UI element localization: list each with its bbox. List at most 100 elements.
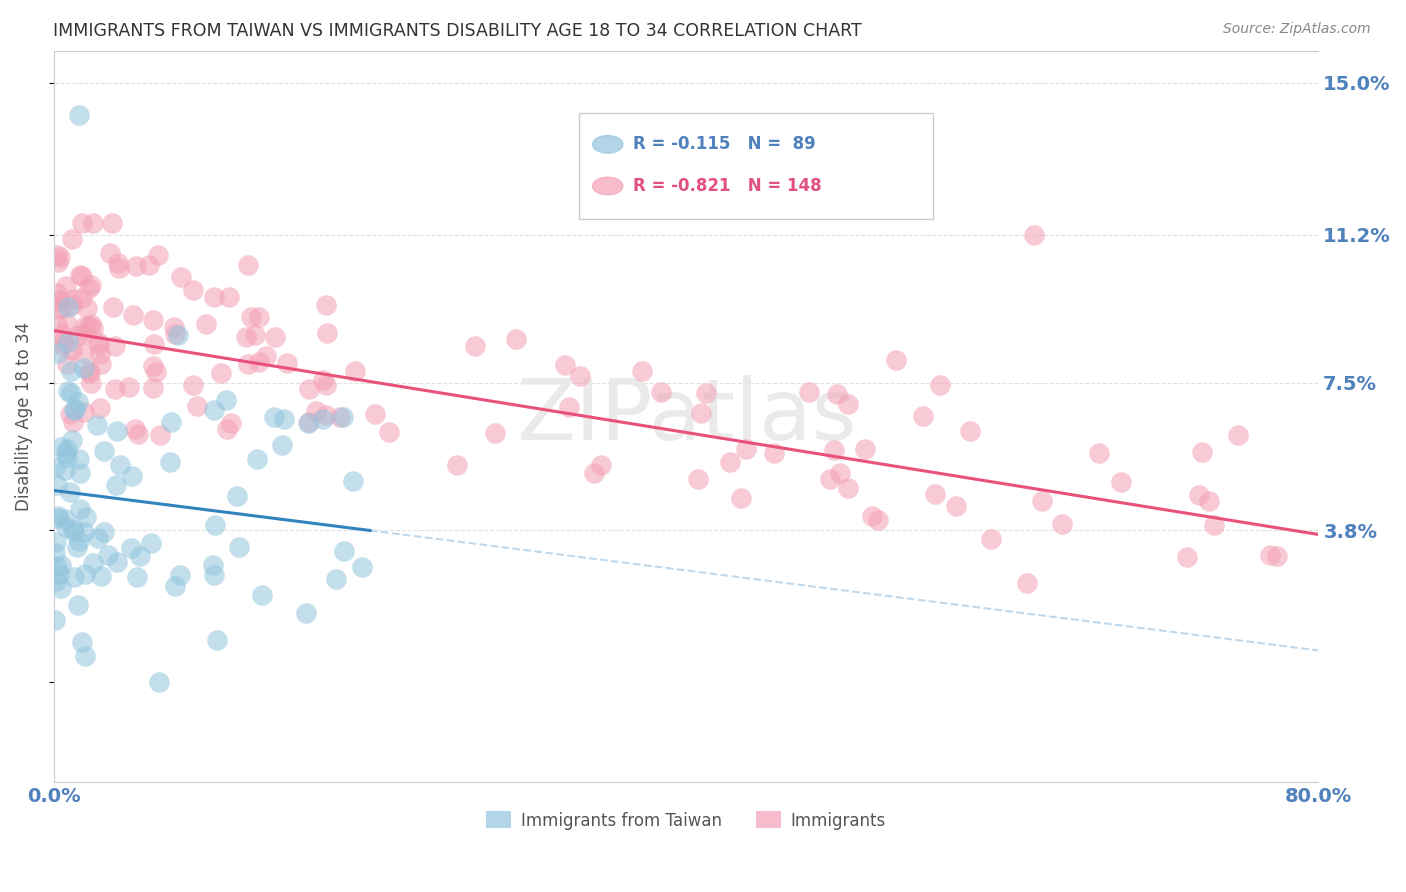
Point [60,434,83,448]
Point [60,232,83,246]
Point [59,485,82,500]
Point [59,407,82,421]
Point [70,269,93,284]
Point [162,319,184,334]
Point [205,632,228,647]
Point [825,387,848,401]
Text: Source: ZipAtlas.com: Source: ZipAtlas.com [1223,22,1371,37]
Point [484,426,506,441]
Point [215,422,238,436]
Circle shape [592,178,623,194]
Point [55,442,77,456]
Point [1191,445,1213,459]
Point [48,567,70,582]
Point [60,386,83,401]
Point [51,338,73,352]
Point [1109,475,1132,489]
Point [93,525,115,540]
Point [70,291,93,305]
Point [148,428,170,442]
Point [1187,488,1209,502]
Point [55,445,77,459]
Point [163,579,186,593]
Point [378,425,401,439]
Point [219,416,242,430]
Point [146,248,169,262]
Point [46,248,69,262]
Point [80,376,103,391]
Point [66,540,89,554]
Point [46,285,69,300]
Point [148,675,170,690]
Point [87,338,110,352]
Point [62,292,84,306]
Point [1022,227,1045,242]
Point [170,269,193,284]
Point [235,329,257,343]
Point [247,310,270,324]
Point [169,568,191,582]
Point [60,363,83,377]
Point [70,635,93,649]
Point [67,328,90,343]
Point [315,298,337,312]
Point [56,300,79,314]
Point [80,317,103,331]
Point [1227,427,1250,442]
Text: ZIPatlas: ZIPatlas [516,375,856,458]
Point [67,108,90,122]
Point [48,250,70,264]
Point [127,569,149,583]
Point [215,392,238,407]
Point [105,555,128,569]
Point [218,290,240,304]
Point [329,410,352,425]
Point [243,328,266,343]
Point [924,487,946,501]
Point [63,570,86,584]
Legend: Immigrants from Taiwan, Immigrants: Immigrants from Taiwan, Immigrants [479,805,893,836]
Point [65,402,87,417]
Point [264,330,287,344]
Point [695,385,717,400]
Point [69,502,91,516]
Point [263,409,285,424]
Point [589,458,612,472]
Point [75,567,97,582]
Point [142,336,165,351]
Point [62,415,84,429]
Point [60,298,83,312]
Point [44,459,66,474]
Point [90,357,112,371]
Point [270,438,292,452]
Point [98,246,121,260]
Point [273,412,295,426]
Point [87,531,110,545]
Point [125,259,148,273]
Point [46,508,69,523]
Point [73,405,96,419]
Point [689,406,711,420]
Point [46,301,69,316]
Point [650,385,672,400]
Point [837,481,859,495]
Point [51,582,73,596]
Point [568,369,591,384]
Point [49,294,72,309]
Point [228,540,250,554]
Point [49,440,72,454]
Point [86,417,108,432]
Point [928,378,950,392]
Text: R = -0.115   N =  89: R = -0.115 N = 89 [633,136,815,153]
Point [127,426,149,441]
Point [202,568,225,582]
Point [53,512,76,526]
Point [52,334,75,349]
Point [718,455,741,469]
Point [44,546,66,560]
Point [884,353,907,368]
Point [837,396,859,410]
Point [631,364,654,378]
Point [342,474,364,488]
Point [246,452,269,467]
